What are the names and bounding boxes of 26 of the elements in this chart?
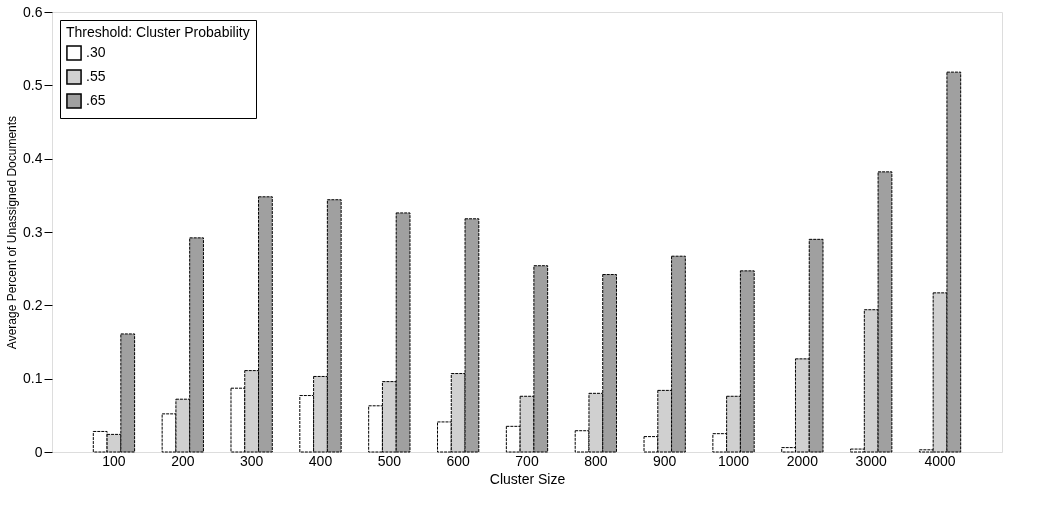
y-tick-label: 0: [34, 443, 43, 460]
x-tick-label: 500: [377, 452, 402, 469]
y-tick-label: 0.2: [23, 296, 43, 313]
x-tick-label: 800: [584, 452, 608, 469]
x-tick-label: 1000: [717, 452, 750, 469]
y-tick-label: 0.6: [23, 3, 43, 20]
legend-label: .30: [86, 44, 106, 60]
x-tick-label: 3000: [855, 452, 887, 469]
x-tick-label: 300: [239, 452, 264, 469]
y-tick-label: 0.5: [23, 76, 43, 93]
x-tick-label: 700: [515, 452, 539, 469]
x-axis-title: Cluster Size: [489, 470, 566, 487]
y-tick-label: 0.4: [23, 150, 43, 167]
x-tick-label: 900: [653, 452, 677, 469]
x-tick-label: 100: [102, 452, 126, 469]
legend-title: Threshold: Cluster Probability: [66, 24, 250, 40]
legend-label: .55: [86, 68, 106, 84]
x-tick-label: 600: [446, 452, 471, 469]
x-tick-label: 200: [171, 452, 195, 469]
y-axis-title: Average Percent of Unassigned Documents: [5, 115, 20, 350]
x-tick-label: 400: [308, 452, 333, 469]
y-tick-label: 0.1: [23, 370, 43, 387]
y-tick-label: 0.3: [23, 223, 43, 240]
x-tick-label: 4000: [924, 452, 956, 469]
x-tick-label: 2000: [786, 452, 819, 469]
legend-label: .65: [86, 92, 106, 108]
